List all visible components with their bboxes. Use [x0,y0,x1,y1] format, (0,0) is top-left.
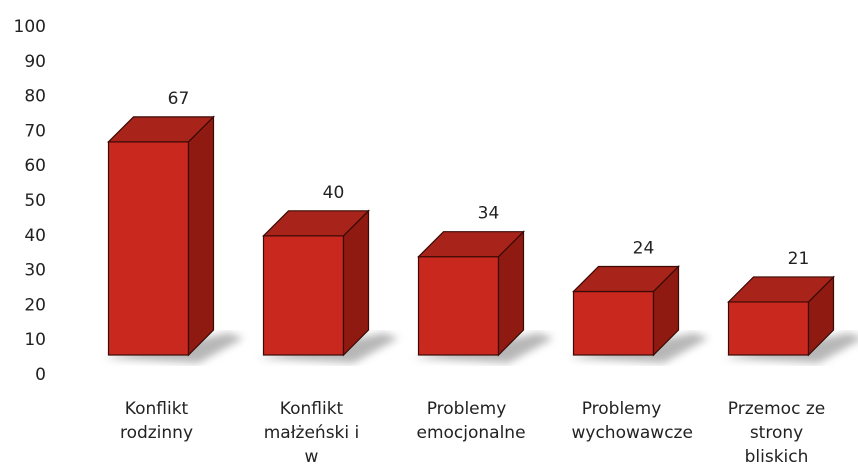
bar-top [262,210,370,237]
y-tick-label: 20 [24,295,46,315]
y-tick-label: 70 [24,121,46,141]
value-label: 67 [168,89,190,109]
bar [107,141,190,356]
bar [572,290,655,356]
bar-top [572,265,680,293]
y-tick-label: 60 [24,156,46,176]
y-tick-label: 30 [24,261,46,281]
bar [417,256,500,356]
y-tick-label: 100 [14,17,46,37]
x-tick-label: Konflikt małżeński i w konkubinacje [262,399,374,472]
y-tick-label: 50 [24,191,46,211]
x-tick-label: Przemoc ze strony bliskich [727,399,826,467]
bar [262,235,345,356]
value-label: 24 [633,238,655,258]
x-tick-label: Problemy wychowawcze [571,399,693,443]
bar-top [107,116,215,143]
value-label: 34 [478,204,500,224]
y-tick-label: 40 [24,226,46,246]
y-tick-label: 80 [24,87,46,107]
value-label: 21 [788,249,810,269]
bar-side [187,115,215,357]
bar [727,301,810,356]
bar-top [417,231,525,258]
bar-top [727,276,835,303]
value-label: 40 [323,183,345,203]
y-tick-label: 10 [24,330,46,350]
x-tick-label: Konflikt rodzinny [119,399,194,443]
x-tick-label: Problemy emocjonalne [416,399,526,443]
y-tick-label: 0 [35,365,46,385]
y-tick-label: 90 [24,52,46,72]
